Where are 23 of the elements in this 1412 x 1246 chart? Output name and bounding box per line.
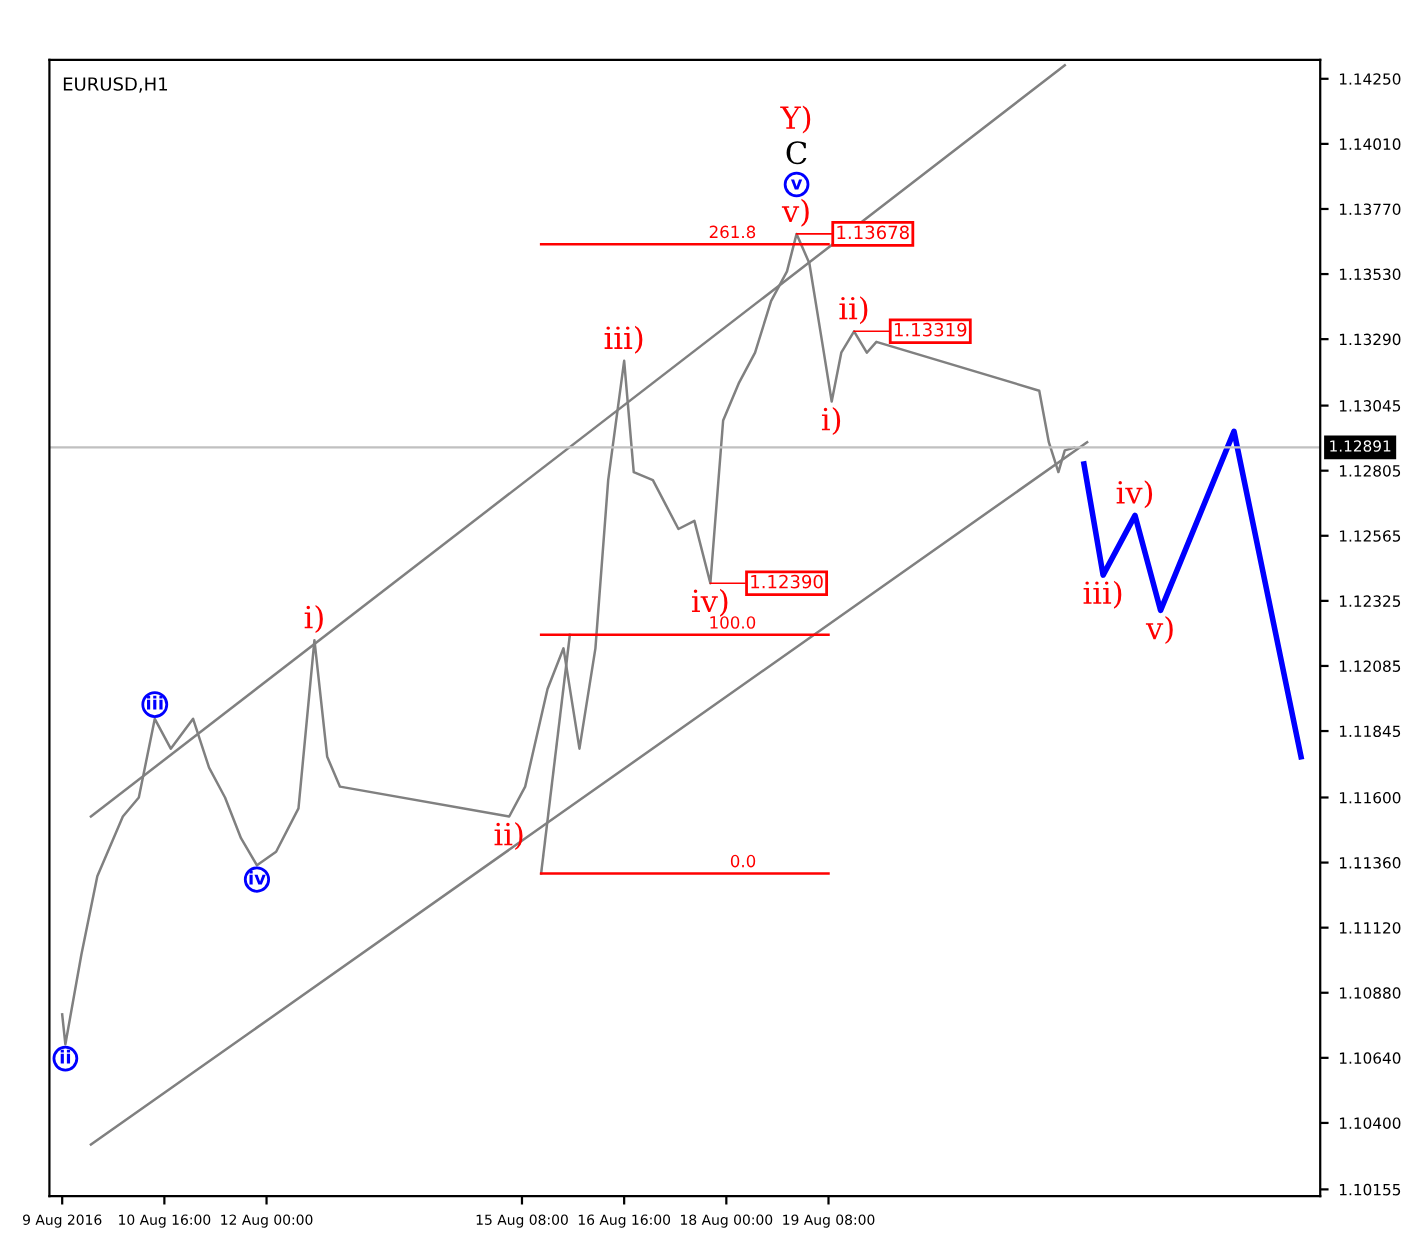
- annotation: iii): [1083, 580, 1122, 609]
- annotation: Y): [780, 105, 811, 134]
- annotation: ii): [494, 822, 523, 851]
- annotation: i): [821, 407, 841, 436]
- series-label: 100.0: [710, 616, 756, 629]
- annotation: iv): [691, 588, 728, 617]
- annotation: iii): [604, 325, 643, 354]
- annotation: v): [1145, 615, 1173, 644]
- annotation: 1.13678: [837, 225, 909, 240]
- annotation: ii): [839, 296, 868, 325]
- annotation: 1.12390: [751, 574, 823, 589]
- annotation: C: [786, 141, 807, 165]
- series-label: 261.8: [709, 225, 756, 239]
- annotation: 1.13319: [894, 322, 967, 337]
- text: EURUSD,H1: [63, 77, 168, 93]
- annotation: iv: [249, 870, 266, 885]
- annotation: ii: [60, 1049, 71, 1064]
- annotation: i): [304, 605, 323, 634]
- annotation: iii: [147, 695, 163, 710]
- series-label: 0.0: [730, 854, 756, 868]
- annotation: iv): [1116, 480, 1153, 509]
- annotation: v: [790, 179, 803, 190]
- annotation: v): [781, 198, 809, 227]
